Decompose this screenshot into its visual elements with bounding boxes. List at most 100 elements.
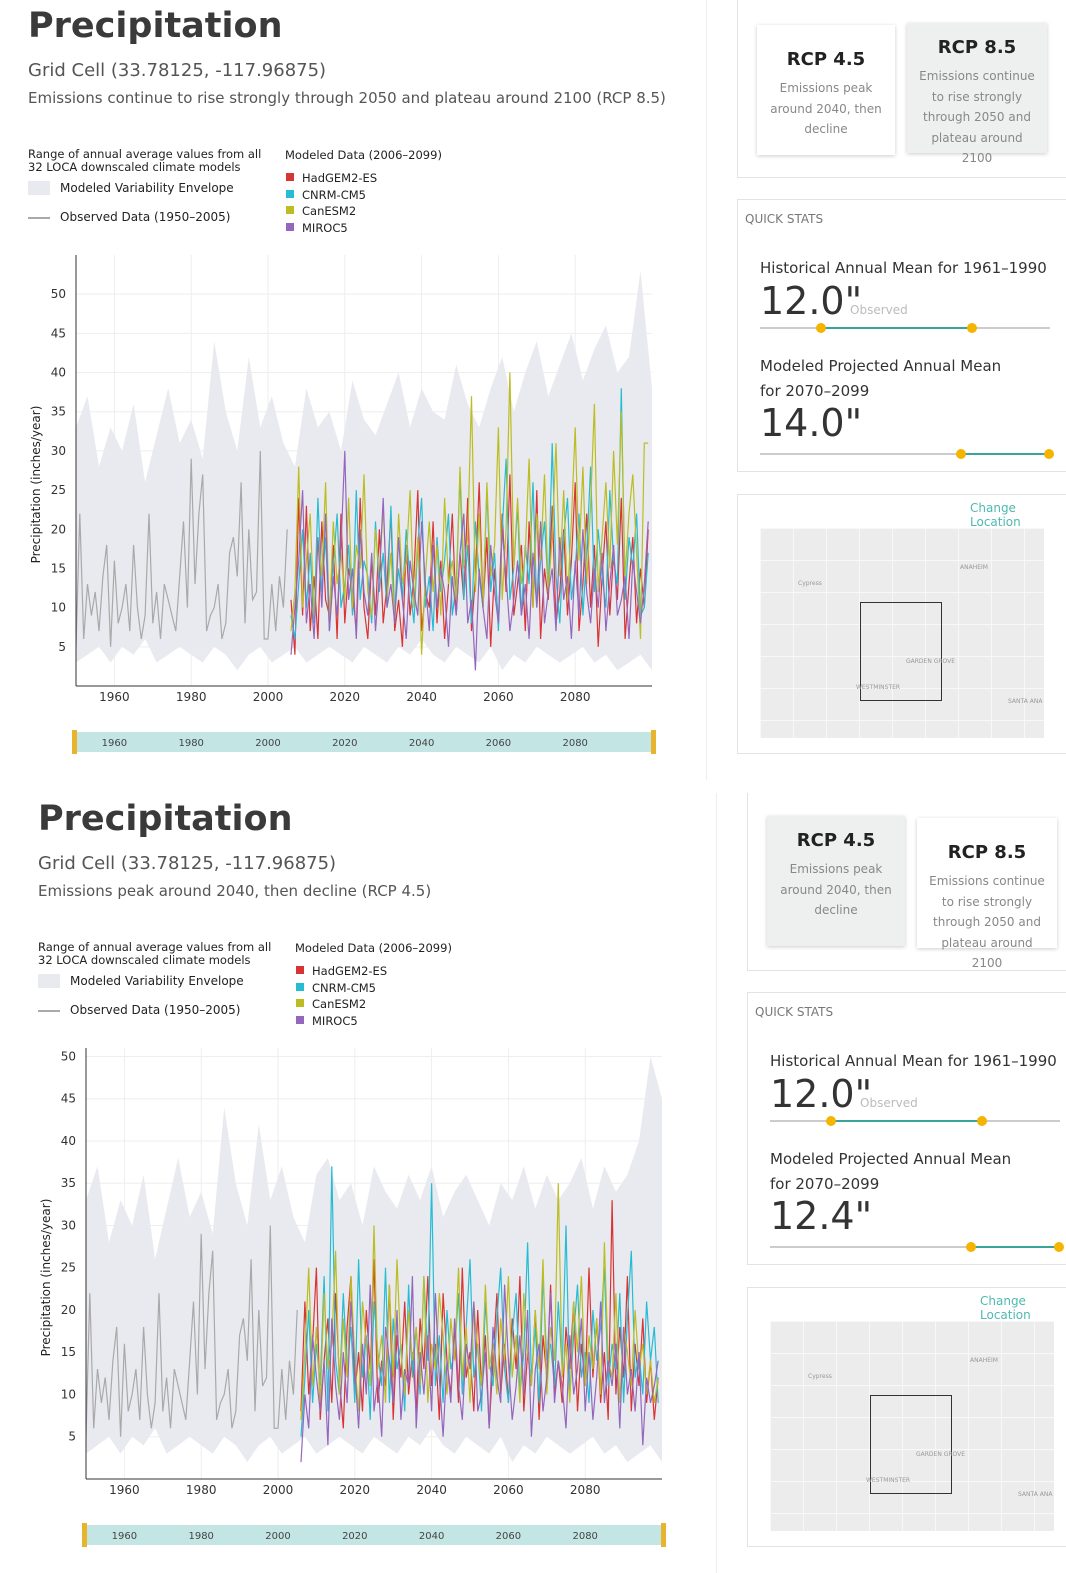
map-label: GARDEN GROVE (906, 658, 955, 665)
slider-range (971, 1246, 1059, 1248)
x-tick-label: 1980 (186, 1483, 217, 1497)
stat-note: Observed (860, 1096, 918, 1110)
brush-handle (661, 1523, 666, 1547)
map-label: Cypress (798, 580, 822, 587)
brush-handle (651, 730, 656, 754)
y-tick-label: 10 (61, 1387, 76, 1401)
brush-tick-label: 1960 (102, 738, 127, 749)
brush-tick-label: 2060 (496, 1531, 521, 1542)
brush-tick-label: 2000 (255, 738, 280, 749)
map-road (760, 560, 1044, 561)
change-location[interactable]: Change Location (970, 501, 1066, 529)
y-axis-label: Precipitation (inches/year) (39, 1199, 53, 1357)
x-tick-label: 2040 (406, 690, 437, 704)
y-tick-label: 15 (51, 561, 66, 575)
stat-value: 12.0" (760, 279, 862, 323)
stat-label: Modeled Projected Annual Mean for 2070–2… (770, 1147, 1030, 1197)
brush-tick-label: 2020 (342, 1531, 367, 1542)
slider-dot (1054, 1242, 1064, 1252)
divider (716, 793, 717, 1573)
rcp-card-text: Emissions continue to rise strongly thro… (917, 66, 1037, 169)
y-tick-label: 5 (58, 640, 66, 654)
y-tick-label: 45 (61, 1092, 76, 1106)
chart: 5101520253035404550196019802000202020402… (10, 793, 710, 1573)
x-tick-label: 2040 (416, 1483, 447, 1497)
map-road (770, 1385, 1054, 1386)
stat-value: 12.0" (770, 1072, 872, 1116)
rcp-card-text: Emissions continue to rise strongly thro… (927, 871, 1047, 974)
rcp-card[interactable]: RCP 4.5 Emissions peak around 2040, then … (767, 816, 905, 946)
y-tick-label: 30 (51, 444, 66, 458)
quick-stats-title: QUICK STATS (755, 1005, 833, 1019)
map-road (760, 592, 1044, 593)
y-tick-label: 25 (51, 483, 66, 497)
map-label: ANAHEIM (970, 1357, 998, 1364)
map-road (770, 1321, 1054, 1322)
y-tick-label: 5 (68, 1430, 76, 1444)
map-road (760, 720, 1044, 721)
slider-dot (956, 449, 966, 459)
brush-tick-label: 1960 (112, 1531, 137, 1542)
brush-tick-label: 1980 (178, 738, 203, 749)
brush-tick-label: 2080 (562, 738, 587, 749)
change-location[interactable]: Change Location (980, 1294, 1066, 1322)
slider-dot (816, 323, 826, 333)
y-tick-label: 50 (61, 1049, 76, 1063)
slider-dot (826, 1116, 836, 1126)
divider (706, 0, 707, 780)
brush-tick-label: 2040 (409, 738, 434, 749)
x-tick-label: 1980 (176, 690, 207, 704)
x-tick-label: 2060 (493, 1483, 524, 1497)
rcp-card-text: Emissions peak around 2040, then decline (777, 859, 895, 921)
slider-dot (967, 323, 977, 333)
stat-label: Historical Annual Mean for 1961–1990 (770, 1052, 1057, 1070)
brush-handle (72, 730, 77, 754)
y-tick-label: 30 (61, 1218, 76, 1232)
brush-tick-label: 2080 (572, 1531, 597, 1542)
slider-range (961, 453, 1049, 455)
map-label: WESTMINSTER (856, 684, 900, 691)
stat-value: 12.4" (770, 1194, 872, 1238)
stat-label: Modeled Projected Annual Mean for 2070–2… (760, 354, 1020, 404)
rcp-card-title: RCP 8.5 (907, 37, 1047, 58)
x-tick-label: 2020 (340, 1483, 371, 1497)
y-axis-label: Precipitation (inches/year) (29, 406, 43, 564)
map-road (770, 1513, 1054, 1514)
slider-range (831, 1120, 982, 1122)
quick-stats-title: QUICK STATS (745, 212, 823, 226)
brush-tick-label: 2000 (265, 1531, 290, 1542)
slider-dot (966, 1242, 976, 1252)
rcp-card-title: RCP 8.5 (917, 842, 1057, 863)
y-tick-label: 45 (51, 326, 66, 340)
plot (76, 271, 652, 671)
slider-range (821, 327, 972, 329)
x-tick-label: 2000 (253, 690, 284, 704)
x-tick-label: 1960 (99, 690, 130, 704)
y-tick-label: 20 (51, 522, 66, 536)
y-tick-label: 10 (51, 601, 66, 615)
x-tick-label: 2000 (263, 1483, 294, 1497)
x-tick-label: 2080 (560, 690, 591, 704)
y-tick-label: 40 (51, 366, 66, 380)
x-tick-label: 2060 (483, 690, 514, 704)
rcp-card-title: RCP 4.5 (767, 830, 905, 851)
rcp-card-title: RCP 4.5 (757, 49, 895, 70)
stat-label: Historical Annual Mean for 1961–1990 (760, 259, 1047, 277)
map-label: ANAHEIM (960, 564, 988, 571)
y-tick-label: 40 (61, 1134, 76, 1148)
plot (86, 1057, 662, 1463)
brush-tick-label: 2060 (486, 738, 511, 749)
y-tick-label: 50 (51, 287, 66, 301)
brush-tick-label: 2040 (419, 1531, 444, 1542)
chart: 5101520253035404550196019802000202020402… (0, 0, 700, 780)
map-label: GARDEN GROVE (916, 1451, 965, 1458)
stat-value: 14.0" (760, 401, 862, 445)
map-label: WESTMINSTER (866, 1477, 910, 1484)
brush-tick-label: 2020 (332, 738, 357, 749)
stat-note: Observed (850, 303, 908, 317)
